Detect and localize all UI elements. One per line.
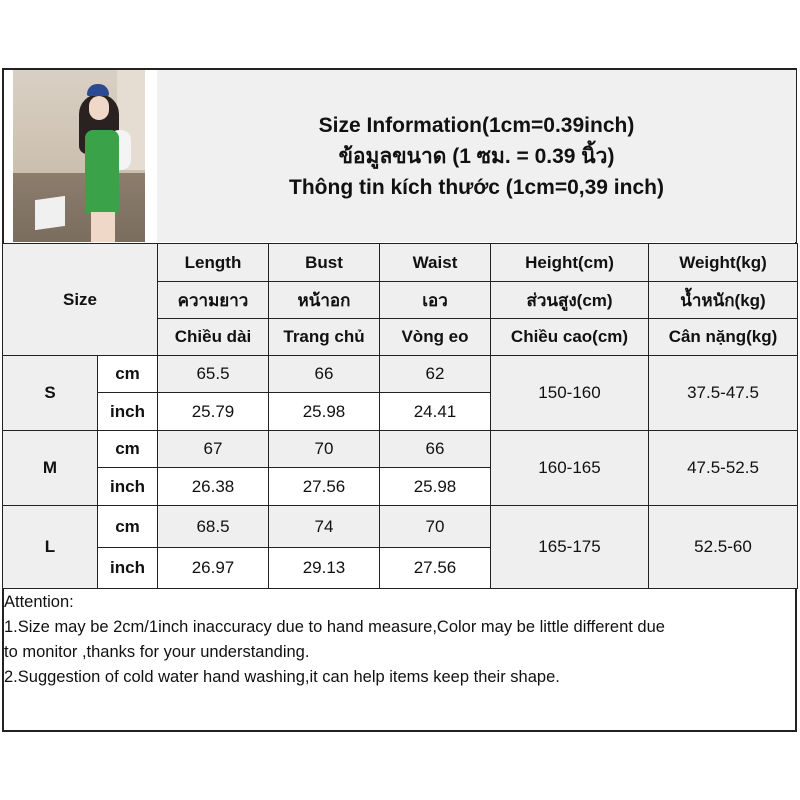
unit-label: inch xyxy=(97,547,158,589)
height-range: 150-160 xyxy=(490,355,649,431)
column-header: เอว xyxy=(379,281,491,319)
cm-value: 65.5 xyxy=(157,355,269,393)
cm-value: 68.5 xyxy=(157,505,269,548)
inch-value: 25.98 xyxy=(268,392,380,431)
attention-line: 2.Suggestion of cold water hand washing,… xyxy=(4,668,560,686)
column-header: ความยาว xyxy=(157,281,269,319)
column-header: หน้าอก xyxy=(268,281,380,319)
column-header: Cân nặng(kg) xyxy=(648,318,798,356)
column-header: Weight(kg) xyxy=(648,243,798,282)
column-header: Trang chủ xyxy=(268,318,380,356)
column-header: Length xyxy=(157,243,269,282)
size-label: L xyxy=(2,505,98,589)
inch-value: 26.97 xyxy=(157,547,269,589)
attention-heading: Attention: xyxy=(4,593,74,611)
column-header: Chiều dài xyxy=(157,318,269,356)
column-header: Chiều cao(cm) xyxy=(490,318,649,356)
column-header: Waist xyxy=(379,243,491,282)
inch-value: 27.56 xyxy=(268,467,380,506)
title-thai: ข้อมูลขนาด (1 ซม. = 0.39 นิ้ว) xyxy=(338,144,615,168)
size-label: M xyxy=(2,430,98,506)
column-header: Bust xyxy=(268,243,380,282)
weight-range: 37.5-47.5 xyxy=(648,355,798,431)
attention-line: to monitor ,thanks for your understandin… xyxy=(4,643,310,661)
unit-label: inch xyxy=(97,392,158,431)
height-range: 165-175 xyxy=(490,505,649,589)
title-vietnamese: Thông tin kích thước (1cm=0,39 inch) xyxy=(289,175,664,199)
attention-notes: Attention: 1.Size may be 2cm/1inch inacc… xyxy=(4,590,794,690)
height-range: 160-165 xyxy=(490,430,649,506)
size-label: S xyxy=(2,355,98,431)
size-header: Size xyxy=(2,243,158,356)
inch-value: 24.41 xyxy=(379,392,491,431)
unit-label: cm xyxy=(97,430,158,468)
cm-value: 74 xyxy=(268,505,380,548)
unit-label: cm xyxy=(97,355,158,393)
unit-label: inch xyxy=(97,467,158,506)
cm-value: 66 xyxy=(268,355,380,393)
weight-range: 52.5-60 xyxy=(648,505,798,589)
cm-value: 70 xyxy=(379,505,491,548)
cm-value: 62 xyxy=(379,355,491,393)
unit-label: cm xyxy=(97,505,158,548)
column-header: Vòng eo xyxy=(379,318,491,356)
inch-value: 26.38 xyxy=(157,467,269,506)
size-info-title: Size Information(1cm=0.39inch) ข้อมูลขนา… xyxy=(157,70,796,242)
cm-value: 66 xyxy=(379,430,491,468)
inch-value: 25.98 xyxy=(379,467,491,506)
column-header: ส่วนสูง(cm) xyxy=(490,281,649,319)
cm-value: 67 xyxy=(157,430,269,468)
inch-value: 27.56 xyxy=(379,547,491,589)
inch-value: 25.79 xyxy=(157,392,269,431)
product-photo xyxy=(13,70,145,242)
column-header: น้ำหนัก(kg) xyxy=(648,281,798,319)
inch-value: 29.13 xyxy=(268,547,380,589)
column-header: Height(cm) xyxy=(490,243,649,282)
attention-line: 1.Size may be 2cm/1inch inaccuracy due t… xyxy=(4,618,665,636)
weight-range: 47.5-52.5 xyxy=(648,430,798,506)
cm-value: 70 xyxy=(268,430,380,468)
title-english: Size Information(1cm=0.39inch) xyxy=(318,113,635,137)
